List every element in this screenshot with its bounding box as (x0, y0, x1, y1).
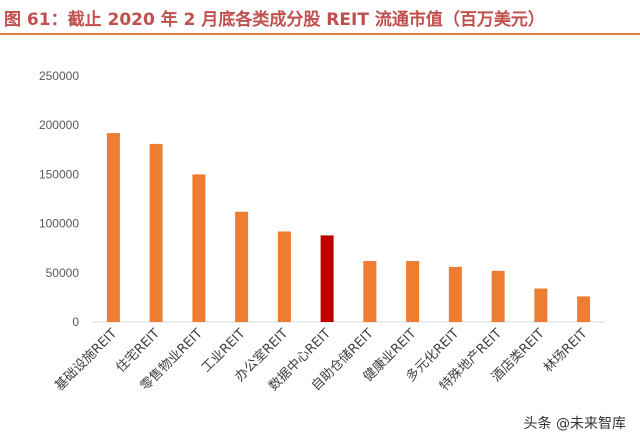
y-tick-label: 250000 (39, 69, 79, 83)
y-tick-label: 50000 (46, 266, 80, 280)
bar (149, 143, 163, 322)
watermark: 头条 @未来智库 (523, 416, 626, 432)
y-tick-label: 200000 (39, 118, 79, 132)
x-tick-label: 林场REIT (541, 326, 591, 376)
bar (406, 260, 420, 322)
bar (363, 260, 377, 322)
y-tick-label: 0 (72, 315, 79, 329)
bar (192, 174, 206, 322)
figure-title: 图 61：截止 2020 年 2 月底各类成分股 REIT 流通市值（百万美元） (4, 10, 545, 30)
bar (106, 133, 120, 322)
bar (491, 270, 505, 322)
x-tick-label: 基础设施REIT (52, 326, 120, 394)
bar (534, 288, 548, 322)
bar (235, 211, 249, 322)
y-tick-label: 100000 (39, 217, 79, 231)
bar-chart: 050000100000150000200000250000基础设施REIT住宅… (39, 69, 605, 394)
title-divider (0, 33, 640, 35)
bar (448, 266, 462, 322)
y-tick-label: 150000 (39, 167, 79, 181)
bar (277, 231, 291, 322)
bar (577, 296, 591, 322)
bar (320, 235, 334, 322)
